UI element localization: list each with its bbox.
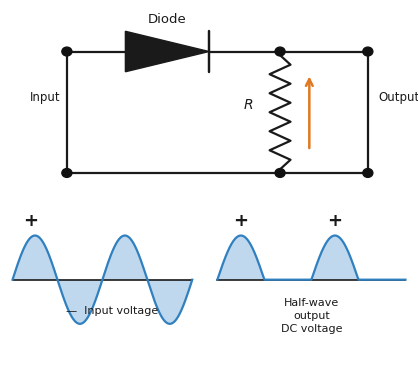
Text: +: + — [327, 212, 342, 230]
Text: +: + — [23, 212, 38, 230]
Text: +: + — [233, 212, 248, 230]
Polygon shape — [125, 31, 209, 72]
Circle shape — [275, 169, 285, 177]
Circle shape — [275, 47, 285, 56]
Circle shape — [62, 47, 72, 56]
Text: —  Input voltage: — Input voltage — [66, 306, 159, 316]
Text: Input: Input — [30, 91, 61, 104]
Text: Output: Output — [378, 91, 418, 104]
Text: Half-wave
output
DC voltage: Half-wave output DC voltage — [280, 298, 342, 335]
Text: Diode: Diode — [148, 13, 186, 26]
Circle shape — [62, 169, 72, 177]
Circle shape — [363, 47, 373, 56]
Circle shape — [363, 169, 373, 177]
Text: R: R — [243, 98, 253, 112]
